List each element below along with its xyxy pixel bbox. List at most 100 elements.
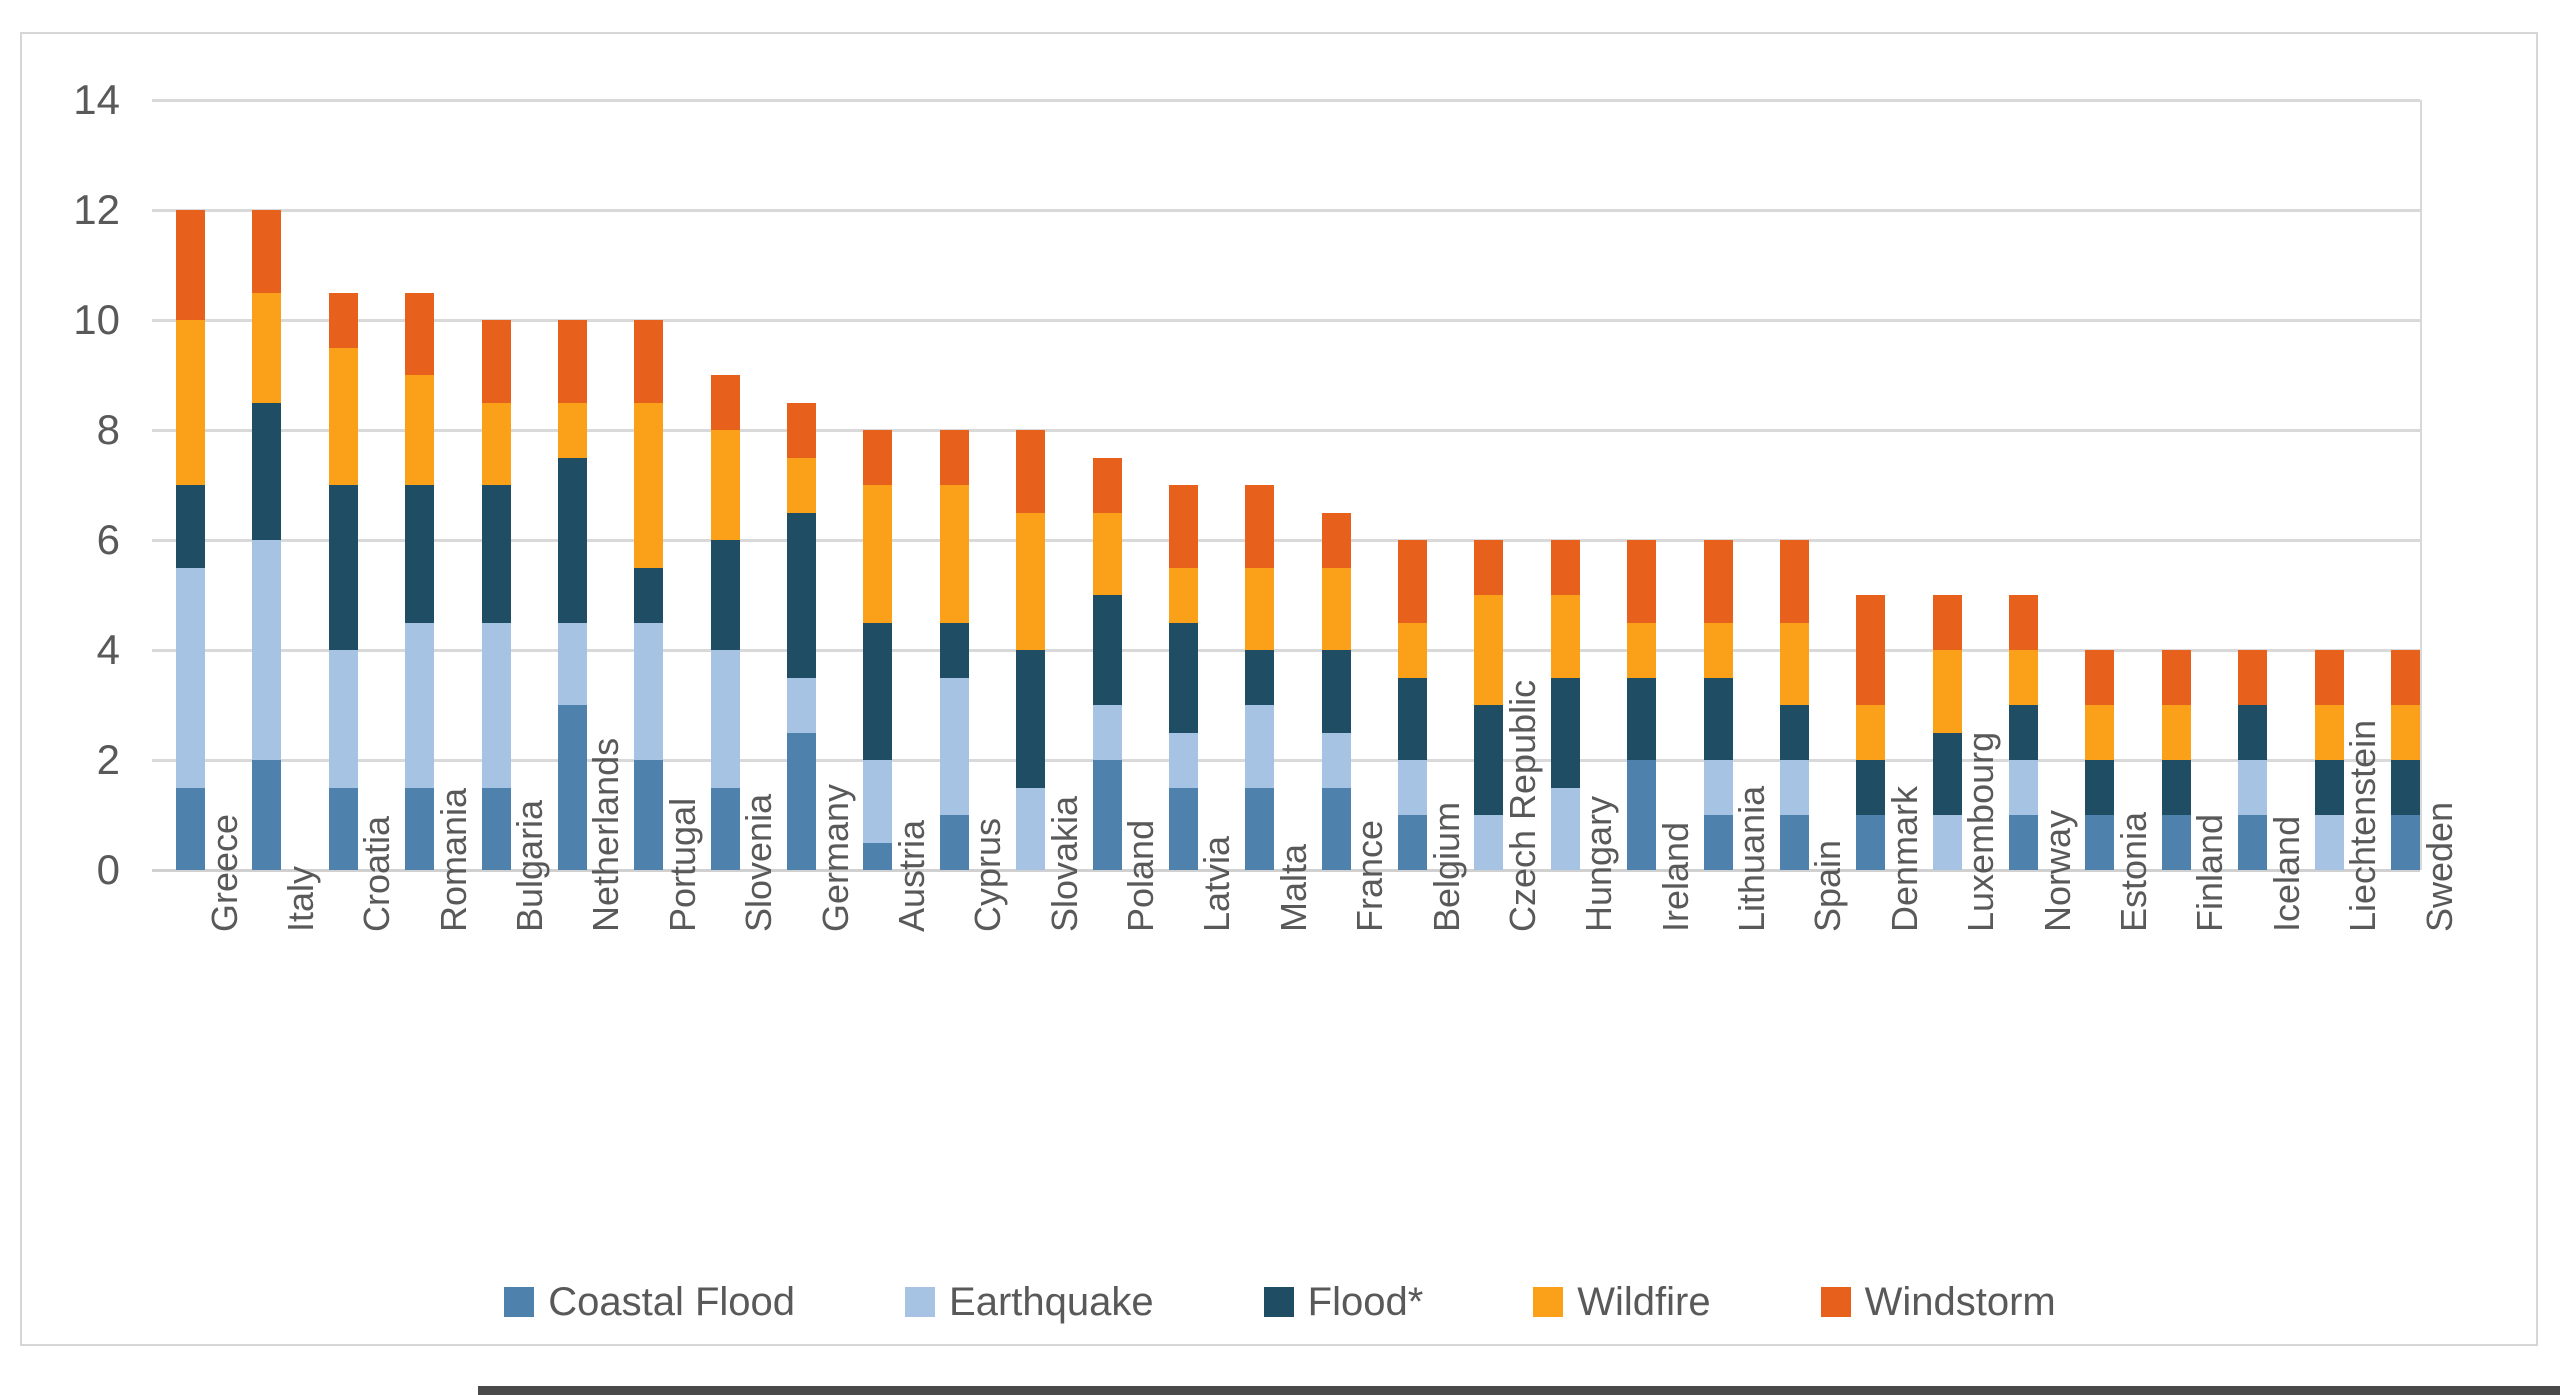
bar-segment-wildfire <box>1627 622 1657 678</box>
bar-segment-windstorm <box>863 430 893 485</box>
bar-segment-earthquake <box>176 567 205 788</box>
y-gridline <box>152 649 2420 652</box>
bar-segment-coastal-flood <box>481 787 511 870</box>
bar-segment-earthquake <box>1168 732 1198 788</box>
legend-swatch-icon <box>1533 1287 1564 1317</box>
bar-segment-coastal-flood <box>252 760 282 870</box>
x-axis-label: Bulgaria <box>509 799 551 932</box>
bar-segment-flood <box>1550 677 1580 788</box>
bar-segment-wildfire <box>557 402 587 458</box>
bar-segment-earthquake <box>863 760 893 843</box>
bar-segment-wildfire <box>1703 622 1733 678</box>
bar-segment-wildfire <box>2314 705 2344 760</box>
x-axis-label: Lithuania <box>1731 785 1773 932</box>
bar-segment-flood <box>863 622 893 760</box>
bar-segment-windstorm <box>1321 512 1351 568</box>
bar-segment-earthquake <box>328 650 358 788</box>
y-gridline <box>152 319 2420 322</box>
bar-segment-flood <box>1703 677 1733 760</box>
bar-segment-flood <box>1245 650 1275 705</box>
x-axis-label: Sweden <box>2418 801 2460 932</box>
bar-segment-windstorm <box>557 320 587 403</box>
bar-segment-flood <box>2391 760 2420 815</box>
bar-segment-wildfire <box>1856 705 1886 760</box>
bar-segment-coastal-flood <box>1245 787 1275 870</box>
x-axis-label: Finland <box>2189 813 2231 932</box>
bar-segment-wildfire <box>1321 567 1351 650</box>
bar-segment-coastal-flood <box>1627 760 1657 870</box>
legend-item-windstorm: Windstorm <box>1820 1279 2056 1325</box>
bar-segment-wildfire <box>2085 705 2115 760</box>
bar-segment-coastal-flood <box>939 815 969 870</box>
bar-segment-windstorm <box>2085 650 2115 705</box>
bar-segment-earthquake <box>939 677 969 815</box>
bar-segment-windstorm <box>176 210 205 320</box>
x-axis-label: Poland <box>1120 819 1162 932</box>
bar-segment-windstorm <box>328 292 358 348</box>
x-axis-label: Greece <box>203 813 245 932</box>
bar-segment-wildfire <box>1016 512 1046 650</box>
bar-segment-earthquake <box>634 622 664 760</box>
bar-segment-windstorm <box>1856 595 1886 705</box>
legend-label: Flood* <box>1307 1279 1424 1324</box>
bar-segment-flood <box>1474 705 1504 815</box>
bar-segment-earthquake <box>1321 732 1351 788</box>
x-axis-label: Iceland <box>2265 815 2307 932</box>
bar-segment-earthquake <box>1779 760 1809 815</box>
bar-segment-coastal-flood <box>1168 787 1198 870</box>
bar-segment-windstorm <box>481 320 511 403</box>
bar-segment-windstorm <box>1245 485 1275 568</box>
bar-segment-windstorm <box>1474 540 1504 595</box>
x-axis-label: Ireland <box>1654 821 1696 932</box>
bar-segment-windstorm <box>2391 650 2420 705</box>
bar-segment-earthquake <box>1550 787 1580 870</box>
bar-segment-earthquake <box>2238 760 2268 815</box>
x-axis-label: Croatia <box>356 815 398 932</box>
bar-segment-flood <box>1932 732 1962 815</box>
bar-segment-windstorm <box>787 402 817 458</box>
y-axis-tick-label: 4 <box>96 626 120 673</box>
bar-segment-wildfire <box>176 320 205 485</box>
y-gridline <box>152 759 2420 762</box>
y-gridline <box>152 209 2420 212</box>
bottom-edge-strip <box>478 1386 2560 1395</box>
bar-segment-wildfire <box>787 457 817 513</box>
bar-segment-wildfire <box>863 485 893 623</box>
bar-segment-earthquake <box>787 677 817 733</box>
legend-item-earthquake: Earthquake <box>905 1280 1154 1325</box>
bar-segment-earthquake <box>1398 760 1428 815</box>
legend-item-coastal-flood: Coastal Flood <box>504 1280 795 1325</box>
bar-segment-wildfire <box>1398 622 1428 678</box>
bar-segment-flood <box>1092 595 1122 705</box>
bar-segment-earthquake <box>1932 815 1962 870</box>
bar-segment-flood <box>176 485 205 568</box>
bar-segment-windstorm <box>1550 540 1580 595</box>
y-axis-tick-label: 14 <box>73 76 120 123</box>
bar-segment-earthquake <box>1474 815 1504 870</box>
y-axis-tick-label: 12 <box>73 186 120 233</box>
bar-segment-flood <box>2314 760 2344 815</box>
x-axis-label: Netherlands <box>585 737 627 932</box>
bar-segment-flood <box>557 457 587 623</box>
x-axis-label: Spain <box>1807 839 1849 932</box>
bar-segment-windstorm <box>1627 540 1657 623</box>
y-axis-tick-label: 10 <box>73 296 120 343</box>
bar-segment-wildfire <box>405 375 435 485</box>
bar-segment-wildfire <box>1550 595 1580 678</box>
bar-segment-wildfire <box>328 347 358 485</box>
bar-segment-coastal-flood <box>2161 815 2191 870</box>
bar-segment-flood <box>405 485 435 623</box>
bar-segment-flood <box>1779 705 1809 760</box>
y-axis-tick-label: 2 <box>96 736 120 783</box>
x-axis-label: Cyprus <box>967 817 1009 932</box>
legend-label: Windstorm <box>1864 1279 2056 1324</box>
bar-segment-coastal-flood <box>1856 815 1886 870</box>
bar-segment-earthquake <box>1016 787 1046 870</box>
bar-segment-windstorm <box>2314 650 2344 705</box>
bar-segment-flood <box>634 567 664 623</box>
bar-segment-wildfire <box>1245 567 1275 650</box>
bar-segment-wildfire <box>1168 567 1198 623</box>
bar-segment-flood <box>481 485 511 623</box>
bar-segment-flood <box>328 485 358 650</box>
bar-segment-coastal-flood <box>634 760 664 870</box>
